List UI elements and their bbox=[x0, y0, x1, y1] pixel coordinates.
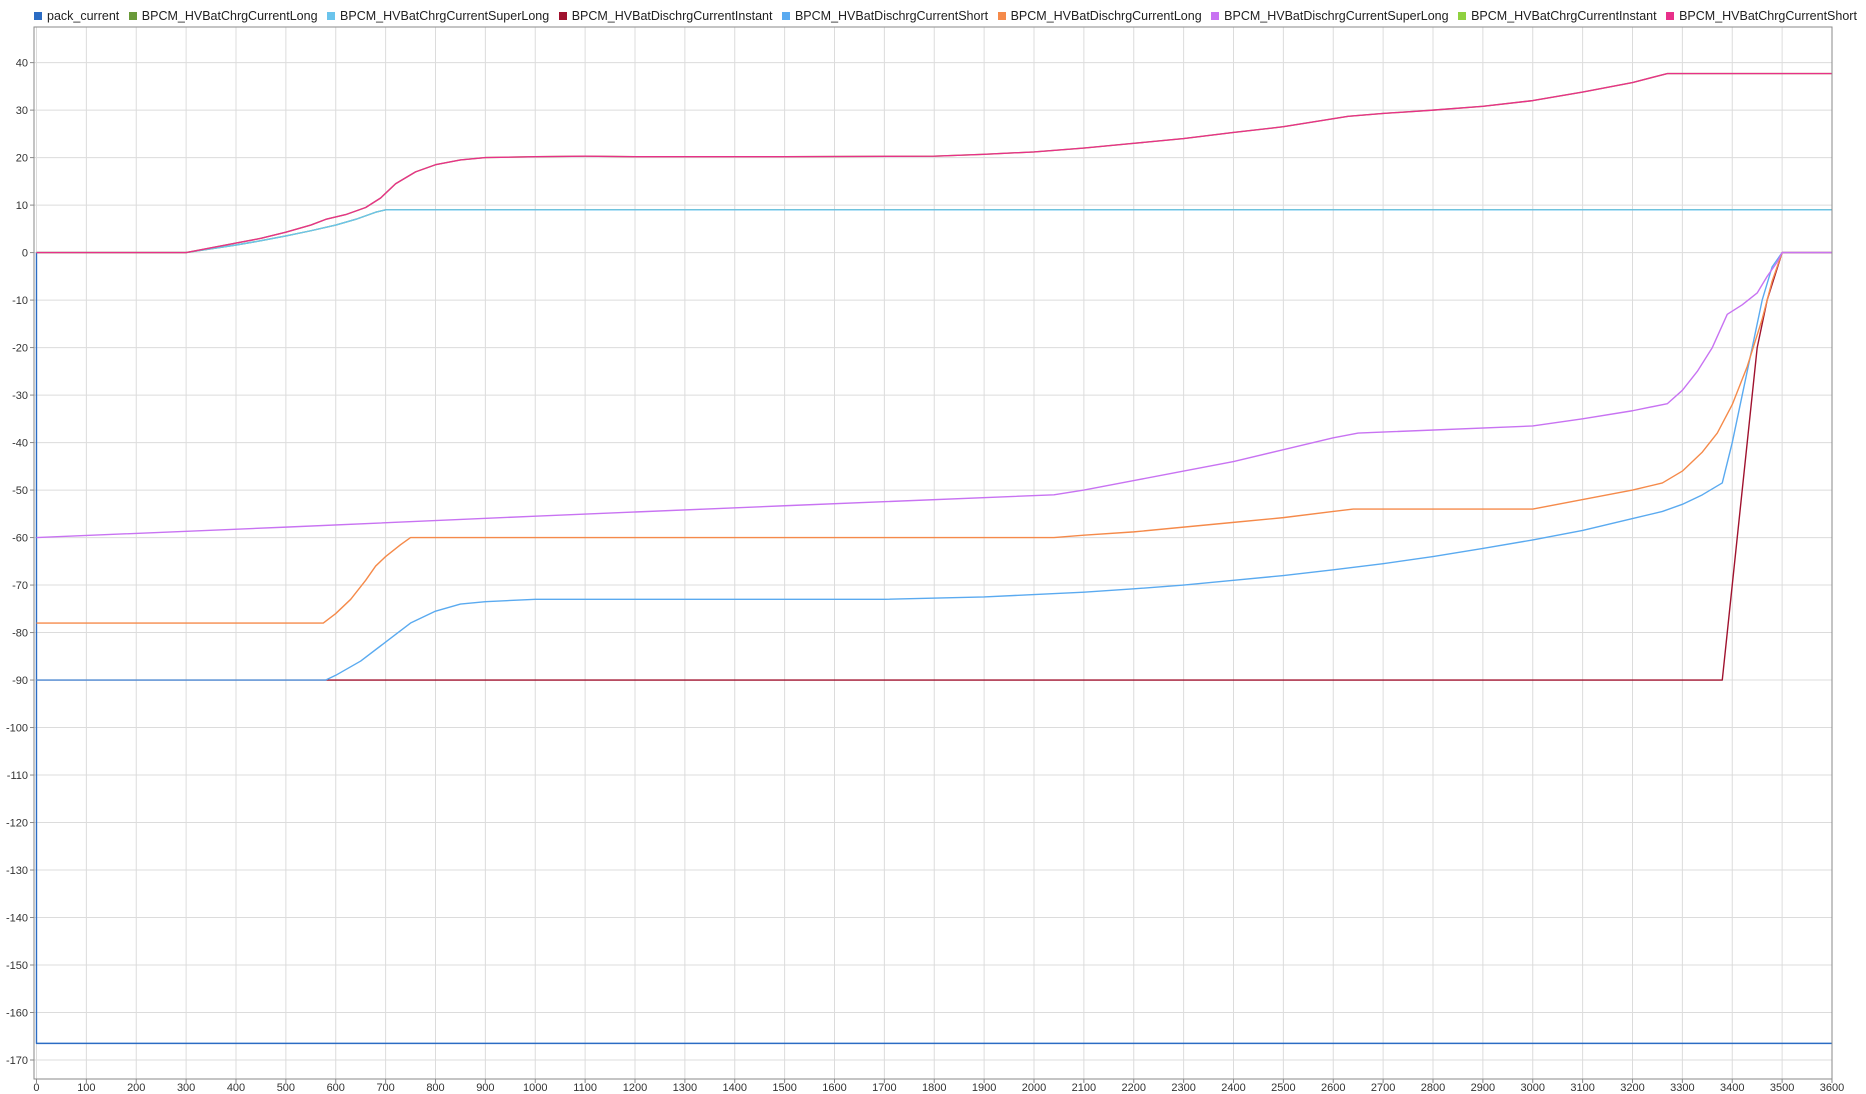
x-tick-label: 100 bbox=[77, 1082, 95, 1094]
x-tick-label: 500 bbox=[277, 1082, 295, 1094]
x-tick-label: 1900 bbox=[972, 1082, 996, 1094]
y-tick-label: -120 bbox=[6, 818, 28, 830]
legend-label: BPCM_HVBatChrgCurrentShort bbox=[1679, 9, 1857, 23]
y-tick-label: -140 bbox=[6, 913, 28, 925]
x-tick-label: 2200 bbox=[1122, 1082, 1146, 1094]
x-tick-label: 0 bbox=[33, 1082, 39, 1094]
y-tick-label: 30 bbox=[16, 105, 28, 117]
x-tick-label: 1600 bbox=[822, 1082, 846, 1094]
legend-swatch bbox=[1666, 12, 1675, 20]
y-tick-label: -90 bbox=[12, 675, 28, 687]
x-tick-label: 3400 bbox=[1720, 1082, 1744, 1094]
y-tick-label: 10 bbox=[16, 200, 28, 212]
y-tick-label: -40 bbox=[12, 438, 28, 450]
legend-item-3[interactable]: BPCM_HVBatDischrgCurrentInstant bbox=[558, 9, 773, 23]
y-tick-label: 40 bbox=[16, 58, 28, 70]
x-tick-label: 2700 bbox=[1371, 1082, 1395, 1094]
x-tick-label: 3200 bbox=[1620, 1082, 1644, 1094]
y-tick-label: -20 bbox=[12, 343, 28, 355]
x-tick-label: 900 bbox=[476, 1082, 494, 1094]
x-tick-label: 2500 bbox=[1271, 1082, 1295, 1094]
x-tick-label: 3300 bbox=[1670, 1082, 1694, 1094]
legend-swatch bbox=[34, 12, 42, 20]
legend-item-2[interactable]: BPCM_HVBatChrgCurrentSuperLong bbox=[327, 9, 549, 23]
series-line-2 bbox=[36, 209, 1832, 254]
x-tick-label: 600 bbox=[327, 1082, 345, 1094]
legend-swatch bbox=[128, 12, 137, 20]
x-tick-label: 1000 bbox=[523, 1082, 547, 1094]
legend-item-6[interactable]: BPCM_HVBatDischrgCurrentSuperLong bbox=[1211, 9, 1449, 23]
x-tick-label: 1100 bbox=[573, 1082, 597, 1094]
legend-swatch bbox=[1211, 12, 1220, 20]
y-tick-label: -30 bbox=[12, 390, 28, 402]
legend-label: pack_current bbox=[47, 9, 120, 23]
series-line-6 bbox=[36, 251, 1832, 539]
y-tick-label: -70 bbox=[12, 580, 28, 592]
legend-item-7[interactable]: BPCM_HVBatChrgCurrentInstant bbox=[1458, 9, 1657, 23]
y-tick-label: -160 bbox=[6, 1008, 28, 1020]
legend-swatch bbox=[558, 12, 567, 20]
y-tick-label: 20 bbox=[16, 153, 28, 165]
y-tick-label: -10 bbox=[12, 295, 28, 307]
legend-item-8[interactable]: BPCM_HVBatChrgCurrentShort bbox=[1666, 9, 1857, 23]
legend-swatch bbox=[1458, 12, 1467, 20]
series-line-5 bbox=[36, 251, 1832, 624]
x-tick-label: 3100 bbox=[1570, 1082, 1594, 1094]
x-tick-label: 2900 bbox=[1471, 1082, 1495, 1094]
legend-label: BPCM_HVBatDischrgCurrentInstant bbox=[571, 9, 773, 23]
chart-legend: pack_current BPCM_HVBatChrgCurrentLong BPC… bbox=[34, 7, 1866, 25]
y-tick-label: -60 bbox=[12, 533, 28, 545]
legend-label: BPCM_HVBatChrgCurrentSuperLong bbox=[340, 9, 550, 23]
y-tick-label: -130 bbox=[6, 865, 28, 877]
x-tick-label: 1700 bbox=[872, 1082, 896, 1094]
x-tick-label: 1400 bbox=[723, 1082, 747, 1094]
series-line-8 bbox=[36, 72, 1832, 254]
legend-label: BPCM_HVBatDischrgCurrentShort bbox=[794, 9, 989, 23]
legend-label: BPCM_HVBatChrgCurrentLong bbox=[141, 9, 318, 23]
legend-item-5[interactable]: BPCM_HVBatDischrgCurrentLong bbox=[997, 9, 1202, 23]
x-tick-label: 3600 bbox=[1820, 1082, 1844, 1094]
y-tick-label: 0 bbox=[22, 248, 28, 260]
x-tick-label: 1300 bbox=[673, 1082, 697, 1094]
legend-label: BPCM_HVBatDischrgCurrentSuperLong bbox=[1224, 9, 1449, 23]
axes: 0 100 200 300 400 500 600 700 800 900 1000 1100 1200… bbox=[6, 58, 1844, 1094]
legend-swatch bbox=[327, 12, 336, 20]
x-tick-label: 800 bbox=[426, 1082, 444, 1094]
legend-label: BPCM_HVBatChrgCurrentInstant bbox=[1471, 9, 1657, 23]
x-tick-label: 2400 bbox=[1221, 1082, 1245, 1094]
legend-label: BPCM_HVBatDischrgCurrentLong bbox=[1010, 9, 1202, 23]
x-tick-label: 2600 bbox=[1321, 1082, 1345, 1094]
y-tick-label: -100 bbox=[6, 723, 28, 735]
x-tick-label: 2100 bbox=[1072, 1082, 1096, 1094]
x-tick-label: 400 bbox=[227, 1082, 245, 1094]
grid bbox=[34, 27, 1833, 1079]
legend-item-1[interactable]: BPCM_HVBatChrgCurrentLong bbox=[128, 9, 318, 23]
x-tick-label: 3000 bbox=[1521, 1082, 1545, 1094]
x-tick-label: 2300 bbox=[1171, 1082, 1195, 1094]
y-tick-label: -50 bbox=[12, 485, 28, 497]
x-tick-label: 2800 bbox=[1421, 1082, 1445, 1094]
legend-swatch bbox=[781, 12, 790, 20]
y-tick-label: -110 bbox=[7, 770, 28, 782]
plot-frame bbox=[33, 26, 1833, 1080]
series-line-4 bbox=[36, 251, 1832, 681]
x-tick-label: 300 bbox=[177, 1082, 195, 1094]
y-tick-label: -150 bbox=[6, 960, 28, 972]
x-tick-label: 1200 bbox=[623, 1082, 647, 1094]
y-tick-label: -170 bbox=[6, 1055, 28, 1067]
x-tick-label: 3500 bbox=[1770, 1082, 1794, 1094]
x-tick-label: 1500 bbox=[772, 1082, 796, 1094]
x-tick-label: 200 bbox=[127, 1082, 145, 1094]
series-lines bbox=[35, 72, 1832, 1045]
x-tick-label: 700 bbox=[376, 1082, 394, 1094]
legend-item-4[interactable]: BPCM_HVBatDischrgCurrentShort bbox=[781, 9, 989, 23]
x-tick-label: 1800 bbox=[922, 1082, 946, 1094]
legend-swatch bbox=[997, 12, 1006, 20]
y-tick-label: -80 bbox=[12, 628, 28, 640]
x-tick-label: 2000 bbox=[1022, 1082, 1046, 1094]
series-line-0 bbox=[35, 252, 1832, 1045]
legend-item-0[interactable]: pack_current bbox=[34, 9, 119, 23]
